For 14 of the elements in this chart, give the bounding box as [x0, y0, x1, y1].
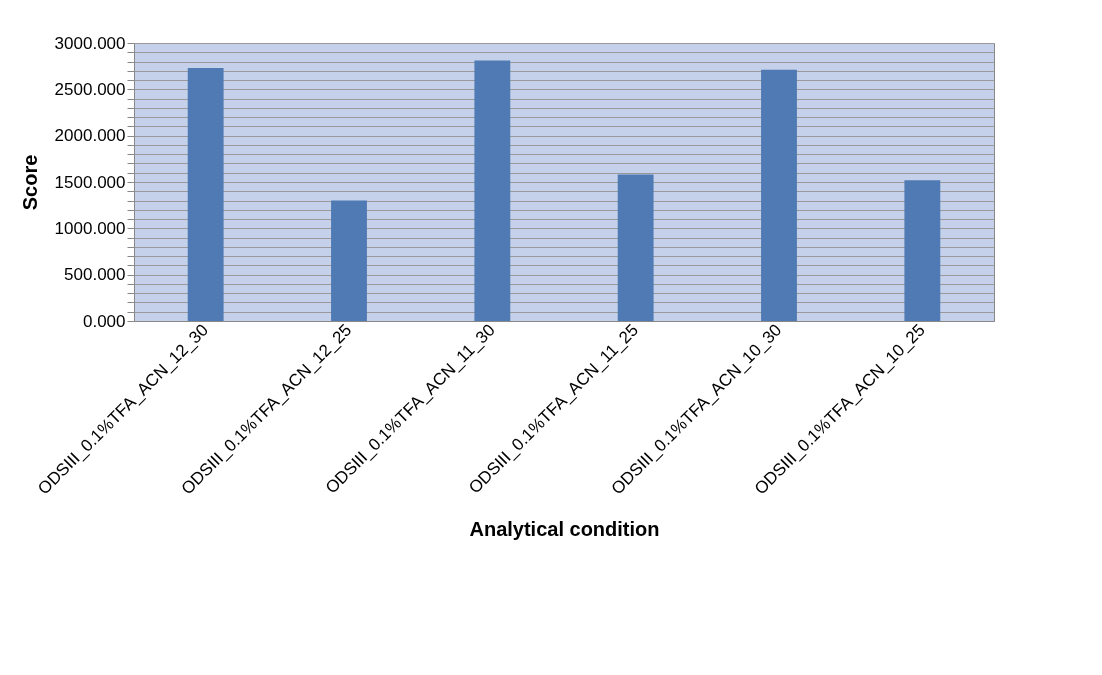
y-axis-title: Score	[18, 154, 41, 211]
bar	[617, 174, 654, 321]
x-axis-title: Analytical condition	[469, 517, 660, 540]
bar	[761, 69, 797, 321]
bar	[331, 200, 367, 321]
bar	[904, 180, 941, 321]
y-tick-label: 2500.000	[54, 79, 126, 99]
y-tick-label: 1500.000	[54, 172, 126, 192]
y-tick-label: 3000.000	[54, 33, 126, 53]
y-tick-label: 500.000	[64, 265, 126, 285]
y-tick-label: 1000.000	[54, 218, 126, 238]
bar	[474, 60, 511, 321]
bar	[187, 68, 224, 321]
y-tick-label: 2000.000	[54, 126, 126, 146]
